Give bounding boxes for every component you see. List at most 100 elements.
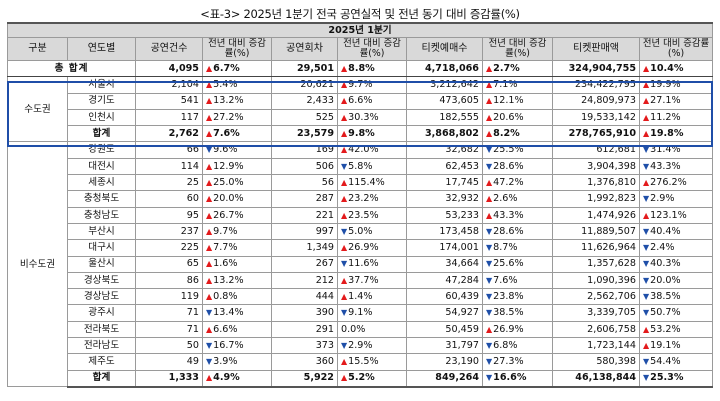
table-row: 울산시 65 ▲1.6% 267 ▼11.6% 34,664 ▼25.6% 1,357,628…	[8, 255, 714, 273]
perf-change-value: 0.0%	[341, 323, 366, 335]
col-tickets: 티켓예매수	[406, 37, 483, 61]
sales-change-value: 19.9%	[650, 79, 681, 91]
up-triangle-icon: ▲	[341, 145, 348, 155]
shows-change-value: 6.6%	[213, 323, 238, 335]
perf-change-cell: ▲23.5%	[337, 206, 407, 224]
down-triangle-icon: ▼	[643, 292, 650, 301]
shows-change-cell: ▲7.6%	[202, 125, 272, 143]
up-triangle-icon: ▲	[341, 129, 348, 139]
shows-change-value: 13.2%	[213, 95, 244, 107]
shows-change-cell: ▼3.9%	[202, 353, 272, 371]
shows-change-value: 27.2%	[213, 111, 244, 123]
up-triangle-icon: ▲	[206, 194, 213, 204]
table-row: 충청북도 60 ▲20.0% 287 ▲23.2% 32,932 ▲2.6% 1,992,82…	[8, 190, 714, 208]
sales-value-cell: 1,376,810	[552, 174, 640, 192]
perf-value-cell: 373	[271, 337, 338, 355]
region-name: 부산시	[67, 222, 136, 241]
tickets-value-cell: 174,001	[406, 239, 483, 257]
tickets-value-cell: 173,458	[406, 222, 483, 241]
table-row: 충청남도 95 ▲26.7% 221 ▲23.5% 53,233 ▲43.3% 1,474,9…	[8, 206, 714, 224]
down-triangle-icon: ▼	[486, 292, 493, 301]
tickets-change-cell: ▼23.8%	[482, 288, 553, 306]
perf-change-value: 5.0%	[348, 225, 373, 237]
perf-value-cell: 291	[271, 320, 338, 339]
sales-change-cell: ▼40.3%	[638, 255, 714, 273]
shows-change-value: 4.9%	[213, 372, 240, 384]
shows-change-cell: ▲9.7%	[202, 222, 272, 241]
tickets-value-cell: 53,233	[406, 206, 483, 224]
down-triangle-icon: ▼	[486, 161, 493, 171]
up-triangle-icon: ▲	[486, 177, 493, 187]
up-triangle-icon: ▲	[341, 210, 348, 220]
shows-change-cell: ▼9.6%	[202, 141, 272, 159]
up-triangle-icon: ▲	[486, 129, 493, 139]
up-triangle-icon: ▲	[206, 161, 213, 171]
tickets-change-value: 26.9%	[493, 323, 524, 335]
sales-change-cell: ▼43.3%	[638, 157, 714, 176]
tickets-change-value: 47.2%	[493, 176, 524, 188]
shows-change-value: 9.6%	[213, 144, 238, 156]
perf-change-cell: ▲42.0%	[337, 141, 407, 159]
down-triangle-icon: ▼	[341, 226, 348, 236]
tickets-change-cell: ▲8.2%	[482, 125, 553, 143]
down-triangle-icon: ▼	[206, 308, 213, 318]
up-triangle-icon: ▲	[643, 340, 650, 350]
perf-change-value: 5.8%	[348, 160, 373, 172]
shows-value-cell: 66	[135, 141, 203, 159]
tickets-change-value: 2.7%	[493, 62, 520, 74]
perf-value-cell: 56	[271, 174, 338, 192]
sales-change-value: 11.2%	[650, 111, 681, 123]
perf-value-cell: 29,501	[271, 59, 338, 78]
sales-value-cell: 11,889,507	[552, 222, 640, 241]
shows-value-cell: 50	[135, 337, 203, 355]
shows-change-cell: ▲13.2%	[202, 92, 272, 110]
sales-value-cell: 19,533,142	[552, 108, 640, 127]
perf-change-value: 5.2%	[348, 372, 375, 384]
sales-value-cell: 2,606,758	[552, 320, 640, 339]
perf-value-cell: 525	[271, 108, 338, 127]
up-triangle-icon: ▲	[341, 177, 348, 187]
up-triangle-icon: ▲	[341, 357, 348, 367]
sales-change-value: 38.5%	[650, 291, 681, 302]
up-triangle-icon: ▲	[486, 96, 493, 106]
down-triangle-icon: ▼	[486, 308, 493, 318]
table-row: 경기도 541 ▲13.2% 2,433 ▲6.6% 473,605 ▲12.1% 24,80…	[8, 92, 714, 110]
shows-change-value: 6.7%	[213, 62, 240, 74]
tickets-change-value: 7.1%	[493, 79, 518, 91]
tickets-value-cell: 47,284	[406, 271, 483, 290]
perf-value-cell: 212	[271, 271, 338, 290]
down-triangle-icon: ▼	[486, 357, 493, 367]
capital-group-label: 수도권	[7, 76, 68, 143]
sales-change-value: 31.4%	[650, 144, 681, 156]
down-triangle-icon: ▼	[486, 226, 493, 236]
down-triangle-icon: ▼	[486, 243, 493, 253]
perf-change-value: 115.4%	[348, 176, 385, 188]
tickets-value-cell: 473,605	[406, 92, 483, 110]
sales-change-cell: ▼40.4%	[638, 222, 714, 241]
perf-value-cell: 5,922	[271, 369, 338, 388]
up-triangle-icon: ▲	[341, 96, 348, 106]
down-triangle-icon: ▼	[486, 340, 493, 350]
table-row: 비수도권 강원도 66 ▼9.6% 169 ▲42.0% 32,682 ▼25.5% 612,6…	[7, 141, 714, 388]
up-triangle-icon: ▲	[206, 226, 213, 236]
perf-change-value: 30.3%	[348, 111, 379, 123]
shows-change-value: 0.8%	[213, 291, 238, 302]
region-name: 경기도	[67, 92, 136, 110]
tickets-value-cell: 62,453	[406, 157, 483, 176]
col-tickets-chg: 전년 대비 증감률(%)	[482, 37, 553, 61]
shows-value-cell: 71	[135, 304, 203, 322]
tickets-change-cell: ▼7.6%	[482, 271, 553, 290]
down-triangle-icon: ▼	[486, 373, 493, 383]
up-triangle-icon: ▲	[486, 63, 493, 73]
shows-value-cell: 25	[135, 174, 203, 192]
up-triangle-icon: ▲	[206, 292, 213, 301]
sales-value-cell: 278,765,910	[552, 125, 640, 143]
table-row: 부산시 237 ▲9.7% 997 ▼5.0% 173,458 ▼28.6% 11,889,5…	[8, 222, 714, 241]
shows-change-value: 26.7%	[213, 209, 244, 221]
down-triangle-icon: ▼	[341, 259, 348, 269]
tickets-value-cell: 3,868,802	[406, 125, 483, 143]
perf-change-cell: ▲6.6%	[337, 92, 407, 110]
shows-change-cell: ▲6.7%	[202, 59, 272, 78]
up-triangle-icon: ▲	[643, 80, 650, 90]
